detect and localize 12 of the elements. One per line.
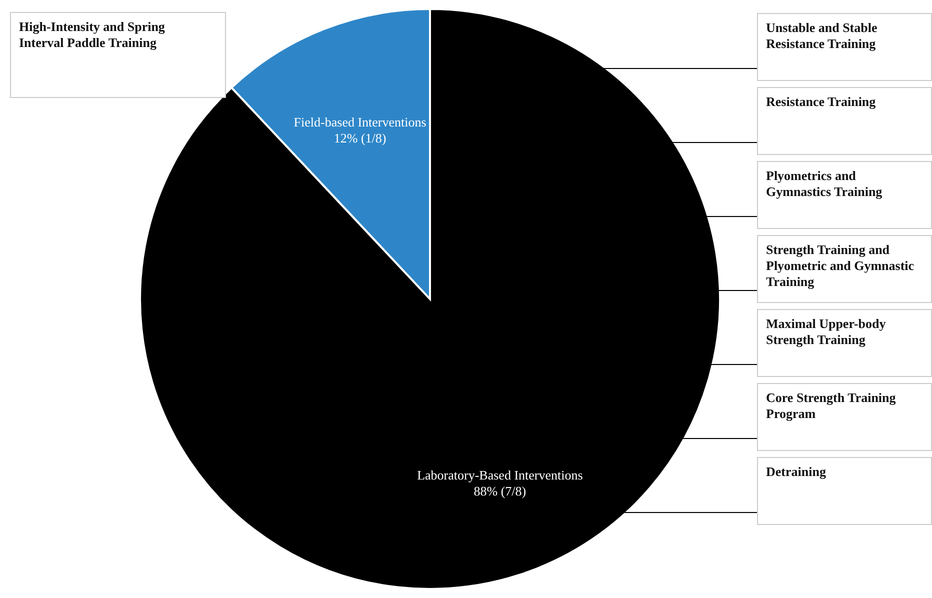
text: Strength Training and Plyometric and Gymnastic Training	[757, 235, 932, 303]
text: Resistance Training	[757, 87, 932, 155]
text: Core Strength Training Program	[757, 383, 932, 451]
slice-label: Laboratory-Based Interventions	[417, 468, 583, 483]
text: High-Intensity and Spring Interval Paddle Training	[10, 12, 226, 98]
data-label: 12% (1/8)	[334, 130, 386, 146]
text: Plyometrics and Gymnastics Training	[757, 161, 932, 229]
text: Maximal Upper-body Strength Training	[757, 309, 932, 377]
text: Unstable and Stable Resistance Training	[757, 13, 932, 81]
data-label: 88% (7/8)	[474, 484, 526, 499]
text: Detraining	[757, 457, 932, 525]
slice-label: Field-based Interventions	[294, 114, 426, 130]
